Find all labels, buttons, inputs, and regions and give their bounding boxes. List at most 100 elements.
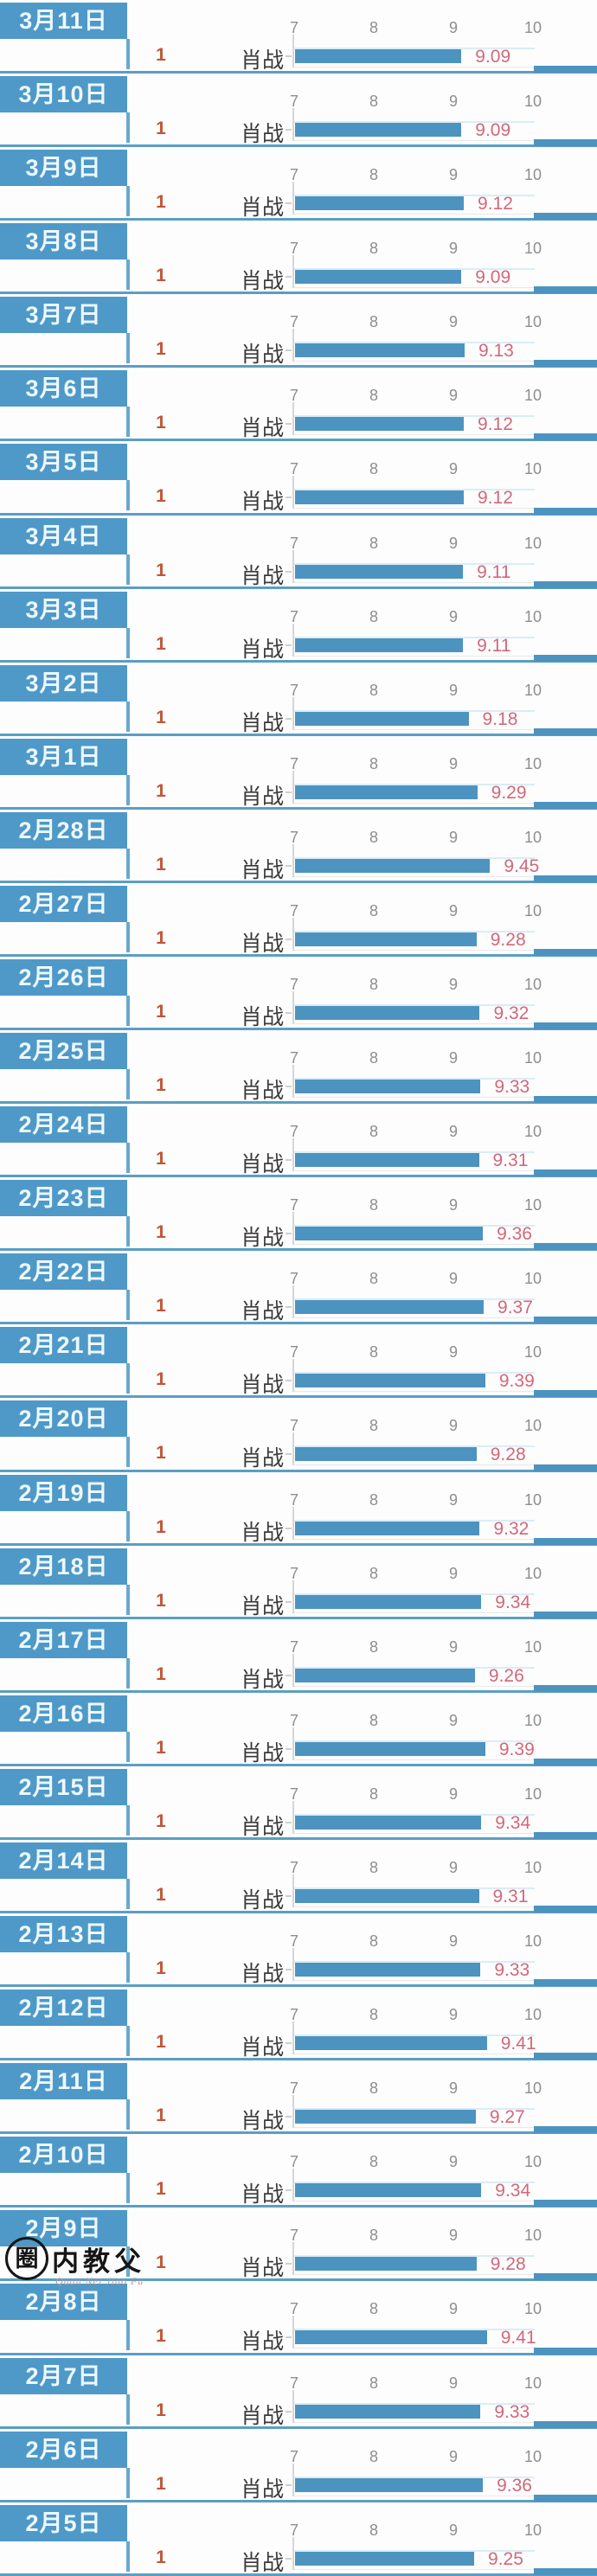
rating-value: 9.09 <box>475 47 511 67</box>
artist-name: 肖战 <box>240 2550 284 2575</box>
separator-tab <box>534 1022 597 1030</box>
day-section: 3月8日 7 8 9 10 1 肖战 9.09 <box>0 221 597 295</box>
artist-name: 肖战 <box>240 1520 284 1545</box>
plot-top-line <box>294 1519 535 1522</box>
axis-tick-label: 8 <box>369 1196 378 1214</box>
axis-line <box>292 402 294 436</box>
date-label: 2月21日 <box>18 1332 109 1359</box>
axis-tick-label: 8 <box>369 2006 378 2024</box>
section-separator <box>0 1175 597 1178</box>
axis-tick-label: 9 <box>448 607 458 625</box>
plot-top-line <box>294 2329 535 2331</box>
left-divider <box>126 627 130 658</box>
day-section: 2月24日 7 8 9 10 1 肖战 9.31 <box>0 1104 597 1178</box>
separator-tab <box>534 2273 597 2281</box>
axis-tick-label: 10 <box>523 1932 542 1951</box>
rating-bar <box>295 2036 487 2051</box>
axis-line <box>292 182 294 215</box>
rating-bar <box>295 1963 481 1977</box>
rating-bar <box>295 2330 487 2345</box>
artist-name: 肖战 <box>240 48 284 73</box>
rating-value: 9.28 <box>490 929 526 950</box>
section-separator <box>0 1101 597 1105</box>
axis-tick-mark <box>286 276 292 279</box>
axis-tick-mark <box>286 2483 292 2486</box>
rating-bar <box>295 490 465 505</box>
axis-tick-label: 10 <box>523 1858 542 1876</box>
date-label: 2月14日 <box>18 1847 109 1874</box>
artist-name: 肖战 <box>240 710 284 735</box>
axis-line <box>292 1800 294 1834</box>
plot-baseline <box>294 508 535 509</box>
artist-name: 肖战 <box>240 122 284 147</box>
axis-tick-label: 10 <box>523 460 542 478</box>
left-divider <box>126 1216 130 1247</box>
rating-value: 9.32 <box>493 1518 530 1539</box>
date-label: 2月11日 <box>19 2068 108 2095</box>
plot-baseline <box>294 2127 535 2129</box>
axis-tick-label: 9 <box>448 1343 458 1362</box>
axis-tick-label: 7 <box>289 534 298 552</box>
axis-tick-label: 8 <box>369 2300 378 2318</box>
day-section: 3月5日 7 8 9 10 1 肖战 9.12 <box>0 441 597 516</box>
artist-name: 肖战 <box>240 784 284 809</box>
axis-tick-label: 8 <box>369 2374 378 2392</box>
watermark: 圈 内教父 Quan Nei Jiao Fu <box>5 2237 145 2287</box>
artist-name: 肖战 <box>240 931 284 956</box>
rank-label: 1 <box>156 486 166 507</box>
date-label: 2月10日 <box>18 2142 109 2169</box>
axis-tick-label: 9 <box>448 387 458 405</box>
day-section: 2月11日 7 8 9 10 1 肖战 9.27 <box>0 2060 597 2135</box>
plot-baseline <box>294 949 535 951</box>
axis-tick-mark <box>286 129 292 131</box>
artist-name: 肖战 <box>240 1373 284 1398</box>
rank-label: 1 <box>156 266 166 286</box>
rank-label: 1 <box>156 707 166 727</box>
date-badge: 3月9日 <box>0 150 127 187</box>
date-badge: 2月10日 <box>0 2137 127 2174</box>
artist-name: 肖战 <box>240 1593 284 1618</box>
separator-tab <box>534 360 597 368</box>
axis-tick-label: 10 <box>523 387 542 405</box>
axis-tick-label: 10 <box>523 1490 542 1509</box>
rating-value: 9.39 <box>498 1739 535 1759</box>
artist-name: 肖战 <box>240 1667 284 1692</box>
axis-tick-label: 7 <box>289 1343 298 1362</box>
rating-bar <box>295 196 465 211</box>
axis-tick-label: 9 <box>448 681 458 699</box>
rank-label: 1 <box>156 2252 166 2273</box>
axis-line <box>292 696 294 730</box>
rank-label: 1 <box>156 339 166 360</box>
axis-tick-label: 9 <box>448 19 458 36</box>
axis-tick-label: 10 <box>523 534 542 552</box>
rank-label: 1 <box>156 1075 166 1096</box>
axis-tick-label: 8 <box>369 754 378 772</box>
axis-tick-mark <box>286 1012 292 1015</box>
axis-tick-mark <box>286 202 292 205</box>
rating-bar <box>295 1006 480 1021</box>
rating-value: 9.28 <box>490 1445 526 1465</box>
axis-tick-label: 8 <box>369 1637 378 1656</box>
axis-tick-mark <box>286 2336 292 2339</box>
axis-tick-label: 7 <box>289 1637 298 1656</box>
left-divider <box>126 2026 130 2057</box>
axis-line <box>292 1580 294 1613</box>
left-divider <box>126 921 130 952</box>
axis-tick-label: 7 <box>289 1123 298 1141</box>
axis-tick-label: 8 <box>369 387 378 405</box>
rank-label: 1 <box>156 780 166 801</box>
axis-line <box>292 1432 294 1466</box>
day-section: 2月19日 7 8 9 10 1 肖战 9.32 <box>0 1471 597 1546</box>
day-section: 2月26日 7 8 9 10 1 肖战 9.32 <box>0 957 597 1031</box>
day-section: 3月2日 7 8 9 10 1 肖战 9.18 <box>0 662 597 736</box>
axis-tick-mark <box>286 1821 292 1823</box>
rank-label: 1 <box>156 560 166 580</box>
axis-tick-label: 10 <box>523 1785 542 1803</box>
rank-label: 1 <box>156 2032 166 2053</box>
section-separator <box>0 2278 597 2282</box>
axis-tick-label: 10 <box>523 828 542 846</box>
rank-label: 1 <box>156 1149 166 1169</box>
day-section: 2月5日 7 8 9 10 1 肖战 9.25 <box>0 2502 597 2576</box>
rating-bar <box>295 564 464 579</box>
rating-value: 9.29 <box>491 782 527 803</box>
